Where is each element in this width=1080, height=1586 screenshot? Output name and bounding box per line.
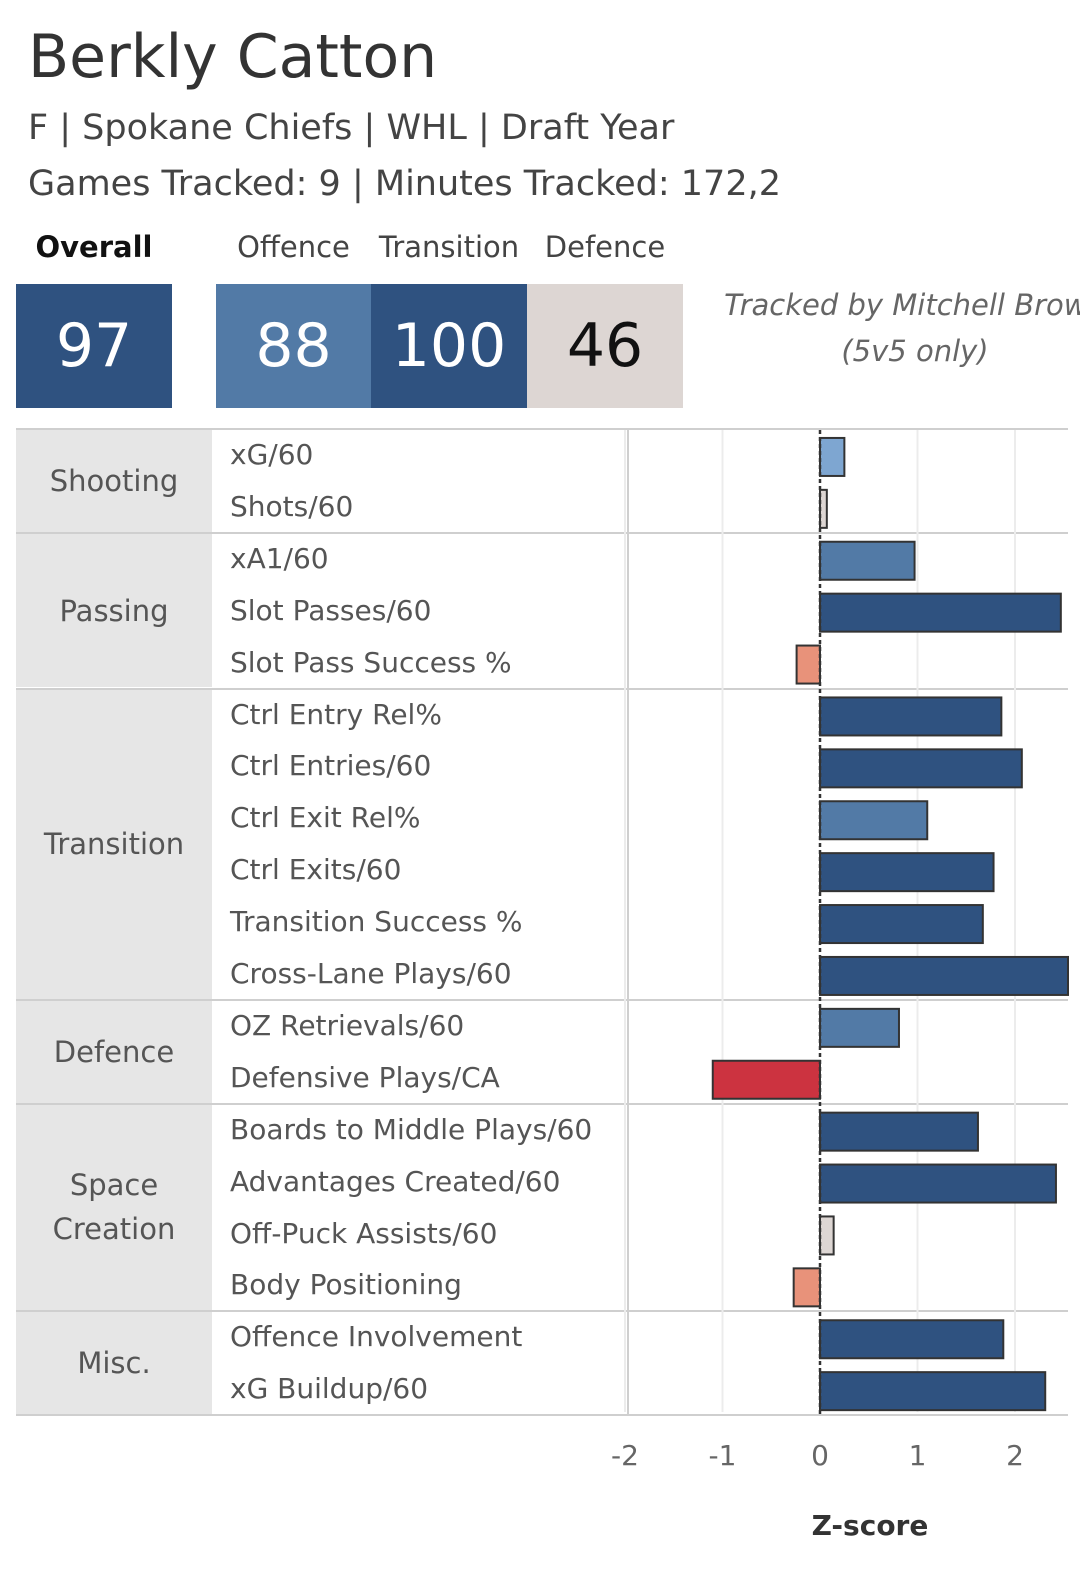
bar-body-positioning xyxy=(792,1267,821,1308)
table-bottom-border xyxy=(16,1414,1068,1417)
offence-label: Offence xyxy=(237,230,350,264)
metric-label-xa1-60: xA1/60 xyxy=(230,541,329,575)
transition-label: Transition xyxy=(378,230,520,264)
bar-transition-success xyxy=(819,904,984,945)
metric-label-shots-60: Shots/60 xyxy=(230,489,354,523)
player-subtitle: F | Spokane Chiefs | WHL | Draft Year xyxy=(28,108,675,148)
overall-label: Overall xyxy=(35,230,153,264)
bar-ctrl-exits-60 xyxy=(819,852,995,893)
x-axis-title: Z-score xyxy=(812,1509,929,1542)
metric-label-ctrl-entries-60: Ctrl Entries/60 xyxy=(230,749,432,783)
player-name: Berkly Catton xyxy=(28,22,438,92)
bar-cross-lane-plays-60 xyxy=(819,955,1069,996)
tracking-credit: Tracked by Mitchell Brown (5v5 only) xyxy=(700,282,1080,374)
bar-ctrl-exit-rel xyxy=(819,800,929,841)
metric-label-oz-retrievals-60: OZ Retrievals/60 xyxy=(230,1008,465,1042)
bar-boards-to-middle-plays-60 xyxy=(819,1111,979,1152)
bar-advantages-created-60 xyxy=(819,1163,1057,1204)
defence-score: 46 xyxy=(527,284,683,408)
metric-label-xg-buildup-60: xG Buildup/60 xyxy=(230,1372,429,1406)
bar-defensive-plays-ca xyxy=(711,1059,821,1100)
group-label-shooting: Shooting xyxy=(16,430,212,532)
bar-oz-retrievals-60 xyxy=(819,1007,900,1048)
x-tick-label: 0 xyxy=(811,1439,829,1472)
defence-label: Defence xyxy=(544,230,666,264)
bar-xg-buildup-60 xyxy=(819,1371,1047,1412)
group-divider xyxy=(16,1102,1068,1105)
games-tracked-line: Games Tracked: 9 | Minutes Tracked: 172,… xyxy=(28,164,781,204)
metric-label-body-positioning: Body Positioning xyxy=(230,1268,462,1302)
group-divider xyxy=(16,1310,1068,1313)
group-label-space-creation: Space Creation xyxy=(16,1104,212,1311)
bar-slot-pass-success xyxy=(795,644,821,685)
group-divider xyxy=(16,531,1068,534)
metric-label-ctrl-exits-60: Ctrl Exits/60 xyxy=(230,853,402,887)
group-label-defence: Defence xyxy=(16,1000,212,1103)
bar-slot-passes-60 xyxy=(819,592,1062,633)
bar-xa1-60 xyxy=(819,540,916,581)
metric-label-defensive-plays-ca: Defensive Plays/CA xyxy=(230,1060,500,1094)
metric-label-transition-success: Transition Success % xyxy=(230,905,523,939)
bar-ctrl-entries-60 xyxy=(819,748,1023,789)
credit-tracker: Tracked by Mitchell Brown xyxy=(724,288,1080,322)
metric-label-off-puck-assists-60: Off-Puck Assists/60 xyxy=(230,1216,498,1250)
group-label-transition: Transition xyxy=(16,689,212,999)
group-divider xyxy=(16,998,1068,1001)
chart-left-border xyxy=(627,430,629,1417)
bar-offence-involvement xyxy=(819,1319,1005,1360)
credit-scope: (5v5 only) xyxy=(841,334,989,368)
x-tick-label: 1 xyxy=(909,1439,927,1472)
offence-score: 88 xyxy=(216,284,371,408)
group-label-passing: Passing xyxy=(16,533,212,688)
group-divider xyxy=(16,428,1068,430)
group-label-misc: Misc. xyxy=(16,1312,212,1415)
x-tick-label: -2 xyxy=(611,1439,639,1472)
metric-label-slot-passes-60: Slot Passes/60 xyxy=(230,593,432,627)
metric-label-boards-to-middle-plays-60: Boards to Middle Plays/60 xyxy=(230,1112,593,1146)
transition-score: 100 xyxy=(371,284,527,408)
x-tick-label: -1 xyxy=(709,1439,737,1472)
x-tick-label: 2 xyxy=(1006,1439,1024,1472)
metric-label-xg-60: xG/60 xyxy=(230,438,314,471)
metric-label-advantages-created-60: Advantages Created/60 xyxy=(230,1164,561,1198)
metric-label-offence-involvement: Offence Involvement xyxy=(230,1320,523,1354)
overall-score: 97 xyxy=(16,284,172,408)
metric-label-cross-lane-plays-60: Cross-Lane Plays/60 xyxy=(230,957,512,990)
metric-label-ctrl-exit-rel: Ctrl Exit Rel% xyxy=(230,801,421,835)
group-divider xyxy=(16,687,1068,690)
metric-label-slot-pass-success: Slot Pass Success % xyxy=(230,645,512,679)
bar-off-puck-assists-60 xyxy=(819,1215,835,1256)
bar-xg-60 xyxy=(819,436,846,477)
bar-ctrl-entry-rel xyxy=(819,696,1003,737)
metric-label-ctrl-entry-rel: Ctrl Entry Rel% xyxy=(230,697,442,731)
